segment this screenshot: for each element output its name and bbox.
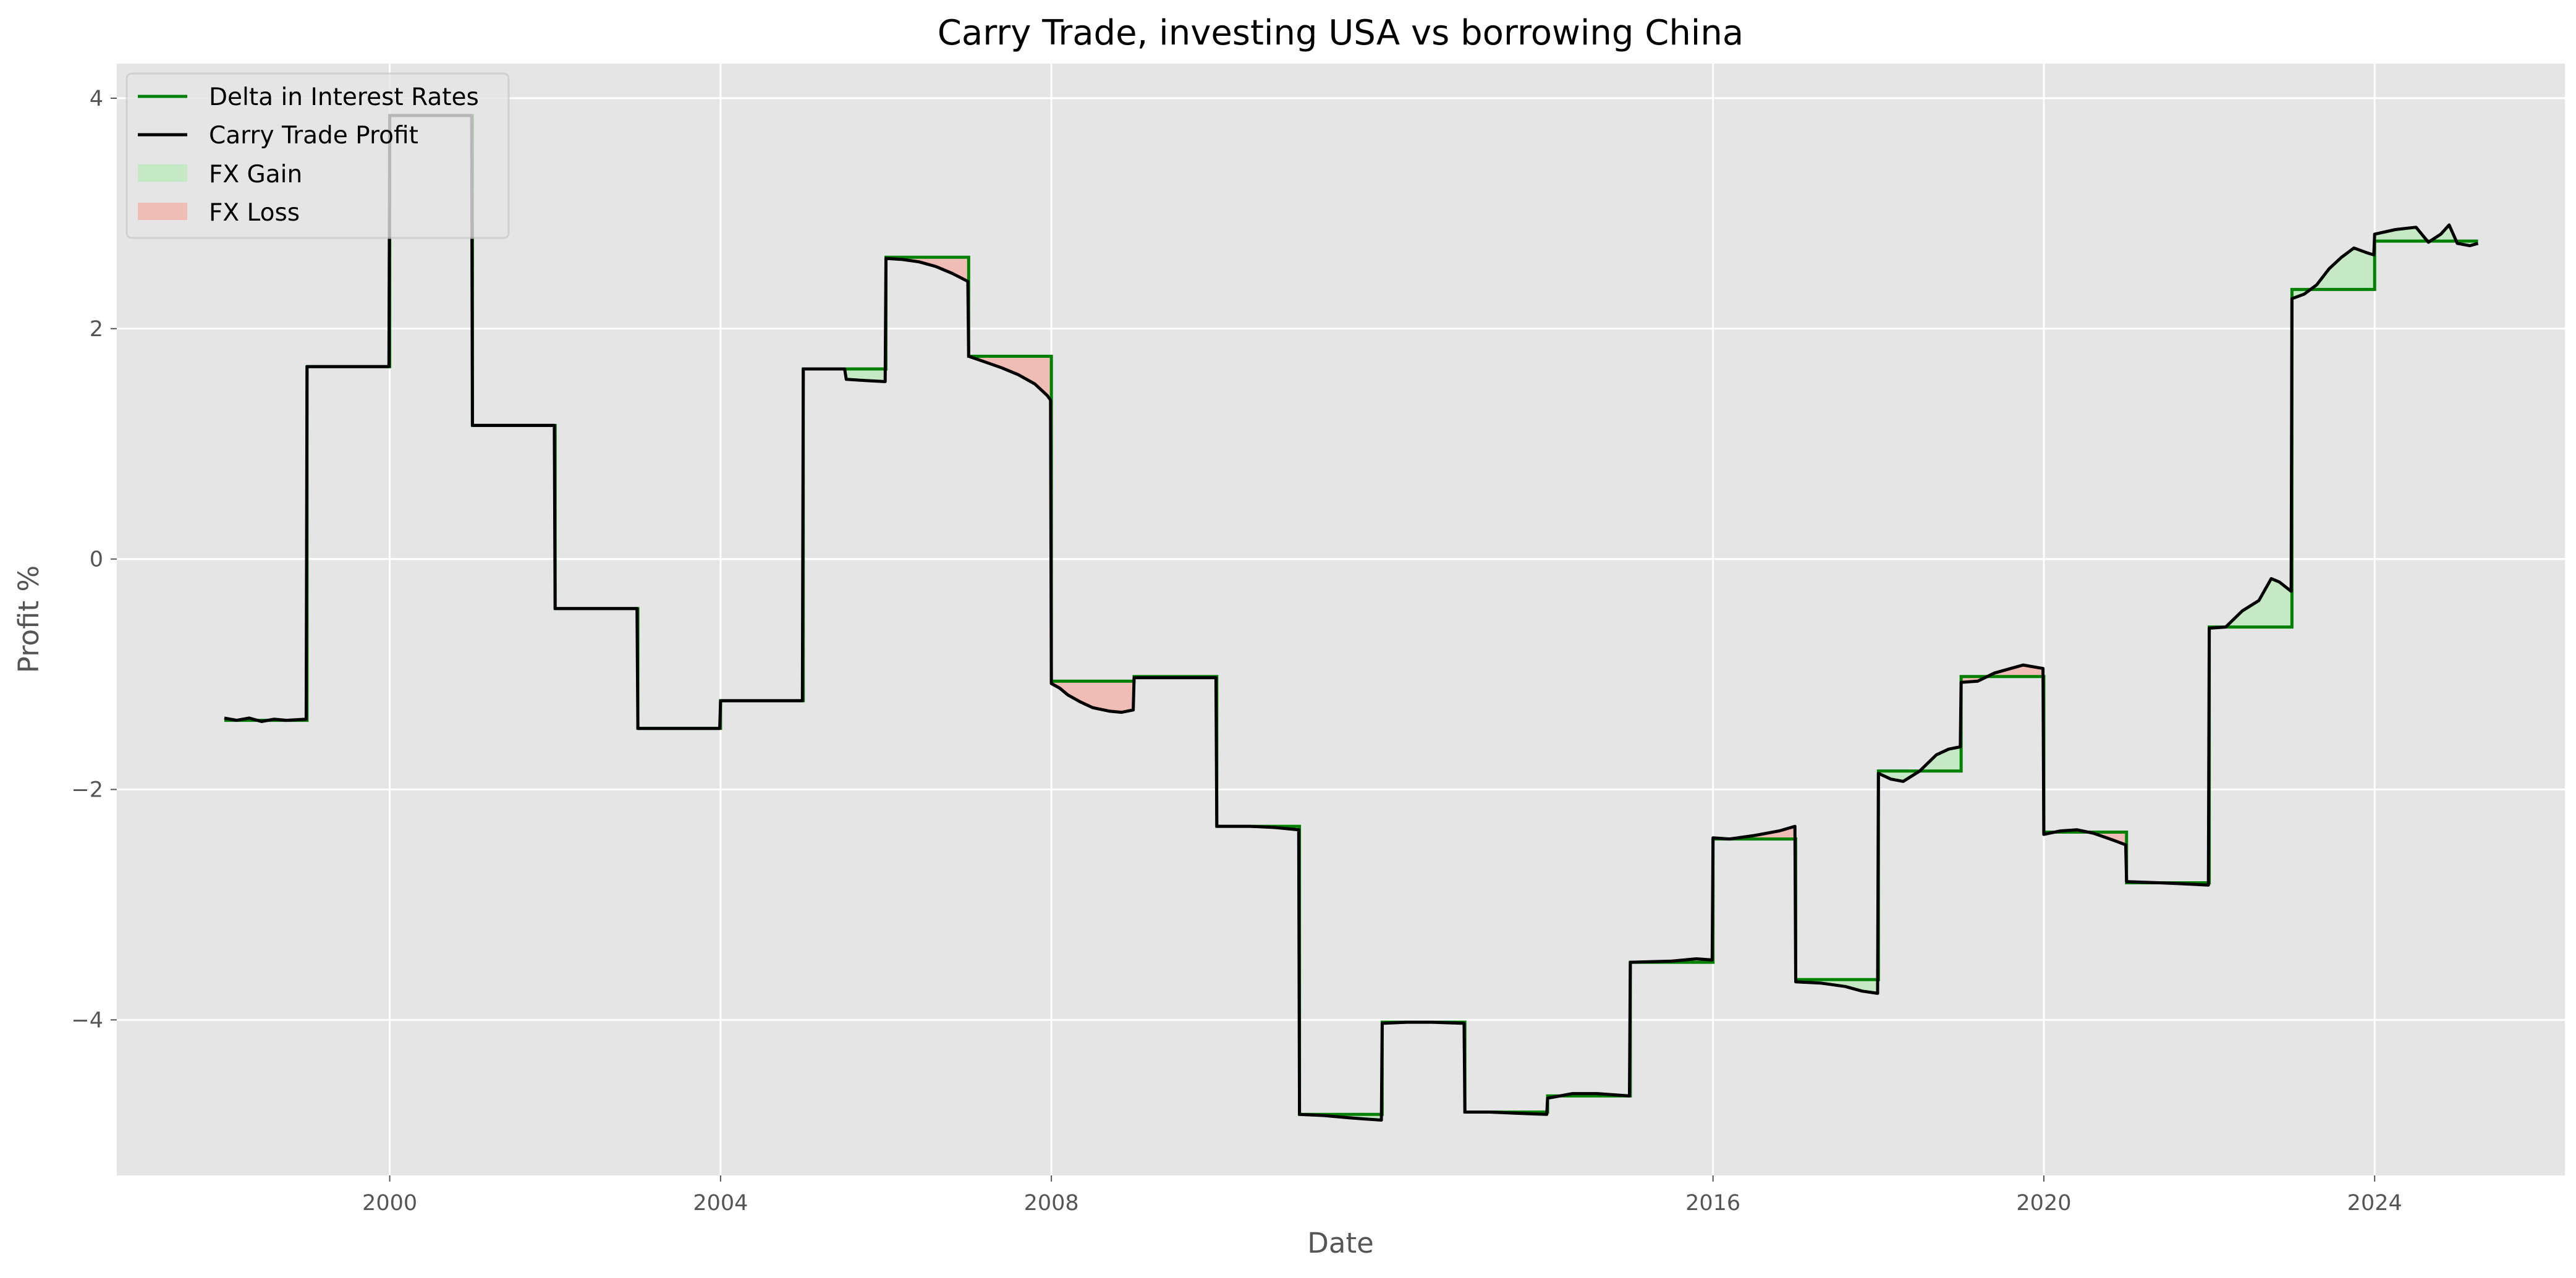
- x-tick-label: 2008: [1024, 1191, 1079, 1216]
- legend-label-fx-loss: FX Loss: [209, 199, 300, 227]
- x-tick-label: 2000: [362, 1191, 417, 1216]
- legend-label-profit: Carry Trade Profit: [209, 122, 418, 150]
- fx-loss-area: [886, 257, 969, 357]
- legend-box: [125, 72, 510, 239]
- fx-gain-area: [1878, 682, 1962, 782]
- fx-loss-area: [968, 356, 1052, 683]
- y-tick-label: 2: [90, 317, 103, 342]
- x-tick-label: 2024: [2347, 1191, 2402, 1216]
- plot-area: [117, 64, 2565, 1175]
- y-tick-label: 0: [90, 548, 103, 572]
- x-tick-label: 2016: [1685, 1191, 1740, 1216]
- x-tick-label: 2020: [2016, 1191, 2071, 1216]
- fx-gain-area: [2209, 298, 2292, 628]
- legend-swatch-fx-gain: [138, 164, 187, 182]
- y-tick-label: 4: [90, 87, 103, 111]
- y-axis-label: Profit %: [12, 565, 45, 673]
- x-axis-label: Date: [1307, 1227, 1374, 1259]
- y-tick-label: −2: [71, 777, 103, 802]
- legend: Delta in Interest Rates Carry Trade Prof…: [125, 72, 510, 239]
- legend-label-fx-gain: FX Gain: [209, 161, 302, 188]
- legend-swatch-fx-loss: [138, 203, 187, 220]
- y-tick-label: −4: [71, 1008, 103, 1033]
- legend-label-delta: Delta in Interest Rates: [209, 83, 479, 111]
- x-tick-label: 2004: [693, 1191, 748, 1216]
- carry-trade-profit-line: [224, 114, 2479, 1122]
- chart-title: Carry Trade, investing USA vs borrowing …: [938, 13, 1743, 53]
- fx-loss-area: [1051, 677, 1134, 713]
- fx-loss-area: [2043, 829, 2127, 882]
- series-lines: [224, 114, 2479, 1122]
- axis-ticks: 2000 2004 2008 2016 2020 2024 4 2 0 −2 −4: [71, 87, 2402, 1216]
